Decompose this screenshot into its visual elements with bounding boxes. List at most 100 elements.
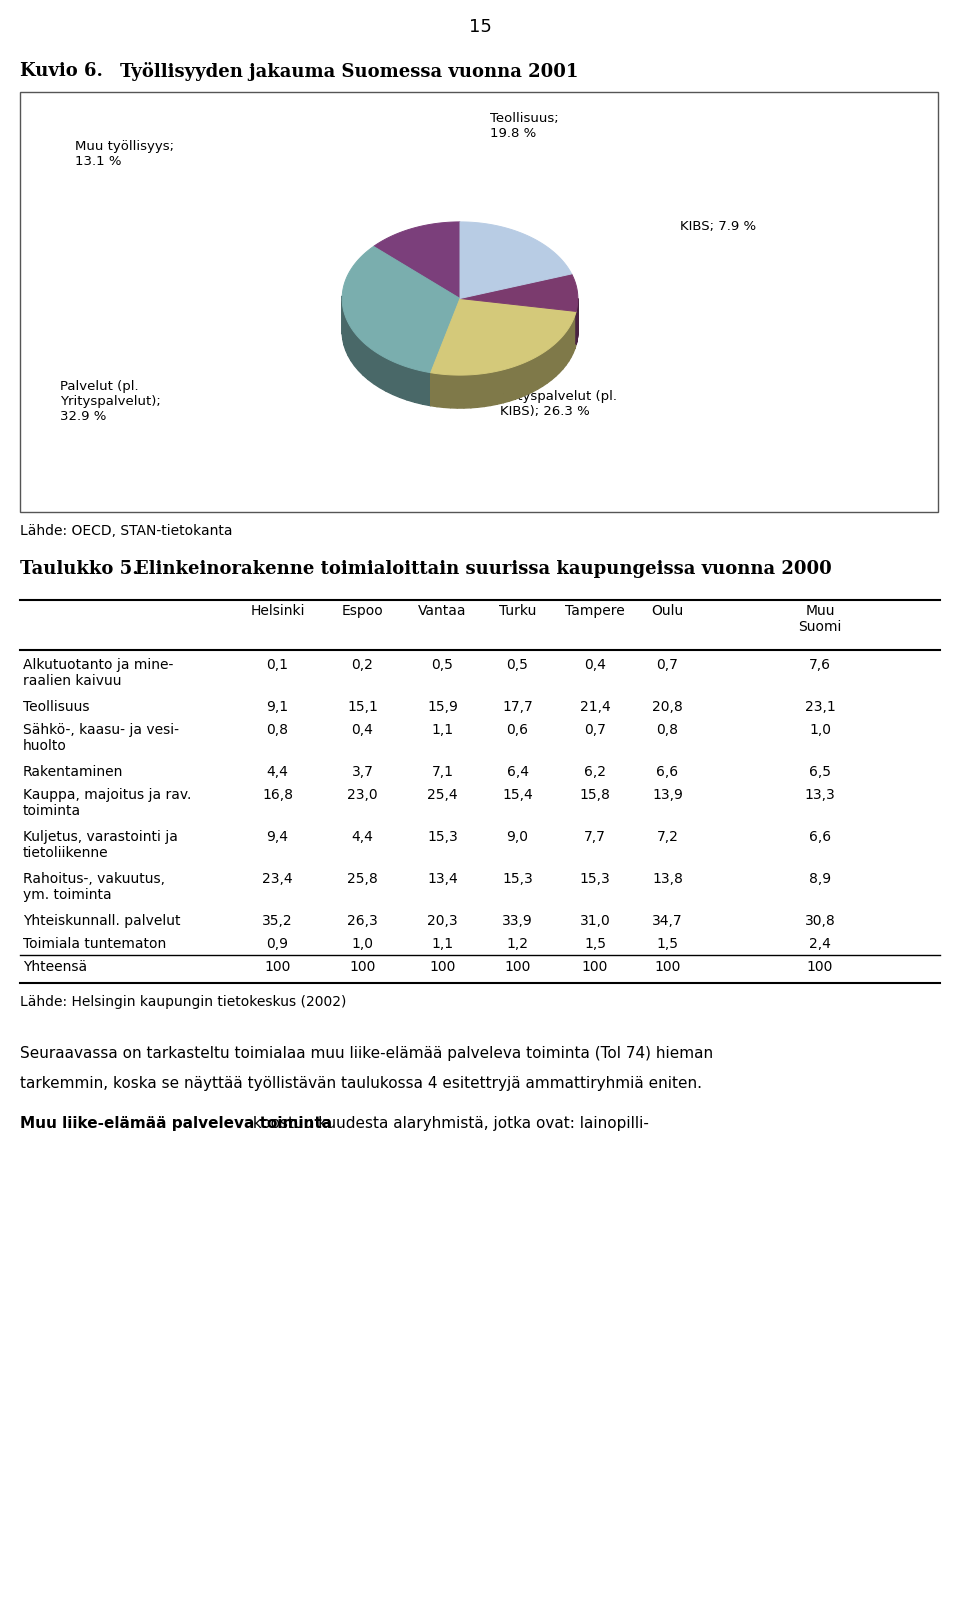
Text: Muu työllisyys;
13.1 %: Muu työllisyys; 13.1 %	[75, 141, 174, 168]
Polygon shape	[491, 371, 497, 406]
Text: 7,7: 7,7	[584, 830, 606, 844]
Polygon shape	[444, 374, 450, 408]
Polygon shape	[431, 373, 437, 406]
Text: Lähde: Helsingin kaupungin tietokeskus (2002): Lähde: Helsingin kaupungin tietokeskus (…	[20, 995, 347, 1009]
Polygon shape	[460, 222, 571, 299]
Text: koostuu kuudesta alaryhmistä, jotka ovat: lainopilli-: koostuu kuudesta alaryhmistä, jotka ovat…	[248, 1116, 648, 1130]
Polygon shape	[510, 366, 516, 401]
Text: 0,5: 0,5	[432, 659, 453, 672]
Text: 0,4: 0,4	[351, 723, 373, 737]
Text: Tampere: Tampere	[565, 604, 625, 617]
Text: 0,1: 0,1	[267, 659, 289, 672]
Text: Turku: Turku	[499, 604, 537, 617]
Polygon shape	[437, 374, 444, 408]
Text: Oulu: Oulu	[652, 604, 684, 617]
Text: Yhteensä: Yhteensä	[23, 959, 87, 974]
Polygon shape	[379, 355, 386, 392]
Text: 1,1: 1,1	[431, 723, 453, 737]
Text: 3,7: 3,7	[351, 764, 373, 779]
Text: 100: 100	[806, 959, 833, 974]
Text: 0,6: 0,6	[507, 723, 529, 737]
Text: 9,1: 9,1	[267, 700, 289, 715]
Text: 1,5: 1,5	[657, 937, 679, 951]
Text: Vantaa: Vantaa	[419, 604, 467, 617]
Polygon shape	[571, 320, 573, 357]
Text: 100: 100	[264, 959, 291, 974]
Text: Muu liike-elämää palveleva toiminta: Muu liike-elämää palveleva toiminta	[20, 1116, 332, 1130]
Polygon shape	[521, 361, 527, 397]
Text: 15: 15	[468, 18, 492, 37]
Text: 1,0: 1,0	[351, 937, 373, 951]
Polygon shape	[342, 246, 460, 373]
Polygon shape	[516, 365, 521, 400]
Text: KIBS; 7.9 %: KIBS; 7.9 %	[680, 221, 756, 233]
Text: 23,1: 23,1	[804, 700, 835, 715]
Text: 6,6: 6,6	[809, 830, 831, 844]
Polygon shape	[542, 350, 547, 387]
Text: Taulukko 5.: Taulukko 5.	[20, 560, 138, 577]
Polygon shape	[343, 307, 344, 345]
Text: 0,2: 0,2	[351, 659, 373, 672]
Polygon shape	[431, 299, 576, 376]
Text: 0,7: 0,7	[584, 723, 606, 737]
Polygon shape	[464, 374, 470, 408]
Text: Sähkö-, kaasu- ja vesi-
huolto: Sähkö-, kaasu- ja vesi- huolto	[23, 723, 179, 753]
Polygon shape	[538, 353, 542, 389]
Text: 7,1: 7,1	[431, 764, 453, 779]
Text: 15,3: 15,3	[427, 830, 458, 844]
Polygon shape	[415, 369, 422, 405]
Text: Rakentaminen: Rakentaminen	[23, 764, 124, 779]
Polygon shape	[346, 318, 348, 355]
Text: Rahoitus-, vakuutus,
ym. toiminta: Rahoitus-, vakuutus, ym. toiminta	[23, 871, 165, 902]
Polygon shape	[450, 374, 457, 408]
Text: Alkutuotanto ja mine-
raalien kaivuu: Alkutuotanto ja mine- raalien kaivuu	[23, 659, 174, 688]
Text: 1,5: 1,5	[584, 937, 606, 951]
Polygon shape	[497, 369, 503, 405]
Polygon shape	[460, 273, 578, 312]
Text: 15,4: 15,4	[502, 788, 533, 803]
Text: Elinkeinorakenne toimialoittain suurissa kaupungeissa vuonna 2000: Elinkeinorakenne toimialoittain suurissa…	[135, 560, 831, 577]
Text: 13,4: 13,4	[427, 871, 458, 886]
Polygon shape	[344, 312, 346, 350]
Polygon shape	[386, 358, 393, 395]
Text: 0,8: 0,8	[657, 723, 679, 737]
Text: Espoo: Espoo	[342, 604, 383, 617]
Text: Kuljetus, varastointi ja
tietoliikenne: Kuljetus, varastointi ja tietoliikenne	[23, 830, 178, 860]
Text: 13,3: 13,3	[804, 788, 835, 803]
Text: 8,9: 8,9	[809, 871, 831, 886]
Text: 23,0: 23,0	[348, 788, 378, 803]
Text: 15,9: 15,9	[427, 700, 458, 715]
Text: 7,6: 7,6	[809, 659, 831, 672]
Polygon shape	[369, 347, 373, 384]
Text: 15,3: 15,3	[580, 871, 611, 886]
Text: 0,9: 0,9	[267, 937, 289, 951]
Text: 4,4: 4,4	[267, 764, 288, 779]
Text: 16,8: 16,8	[262, 788, 293, 803]
Text: 15,8: 15,8	[580, 788, 611, 803]
Text: 6,5: 6,5	[809, 764, 831, 779]
Text: 33,9: 33,9	[502, 915, 533, 927]
Polygon shape	[359, 337, 363, 376]
Text: Helsinki: Helsinki	[251, 604, 304, 617]
Polygon shape	[527, 360, 532, 395]
Polygon shape	[547, 347, 551, 384]
Text: Toimiala tuntematon: Toimiala tuntematon	[23, 937, 166, 951]
Text: 13,8: 13,8	[652, 871, 683, 886]
Text: 6,6: 6,6	[657, 764, 679, 779]
Text: Lähde: OECD, STAN-tietokanta: Lähde: OECD, STAN-tietokanta	[20, 524, 232, 537]
Text: 25,4: 25,4	[427, 788, 458, 803]
Text: 23,4: 23,4	[262, 871, 293, 886]
Text: tarkemmin, koska se näyttää työllistävän taulukossa 4 esitettryjä ammattiryhmiä : tarkemmin, koska se näyttää työllistävän…	[20, 1076, 702, 1091]
Text: 100: 100	[349, 959, 375, 974]
Text: Muu
Suomi: Muu Suomi	[799, 604, 842, 635]
Polygon shape	[565, 328, 568, 365]
Polygon shape	[575, 312, 576, 349]
Text: 31,0: 31,0	[580, 915, 611, 927]
Text: 26,3: 26,3	[348, 915, 378, 927]
Polygon shape	[363, 342, 369, 379]
Text: Teollisuus;
19.8 %: Teollisuus; 19.8 %	[490, 112, 559, 141]
Text: 2,4: 2,4	[809, 937, 831, 951]
Polygon shape	[407, 366, 415, 403]
Bar	[20, 93, 938, 512]
Text: 20,3: 20,3	[427, 915, 458, 927]
